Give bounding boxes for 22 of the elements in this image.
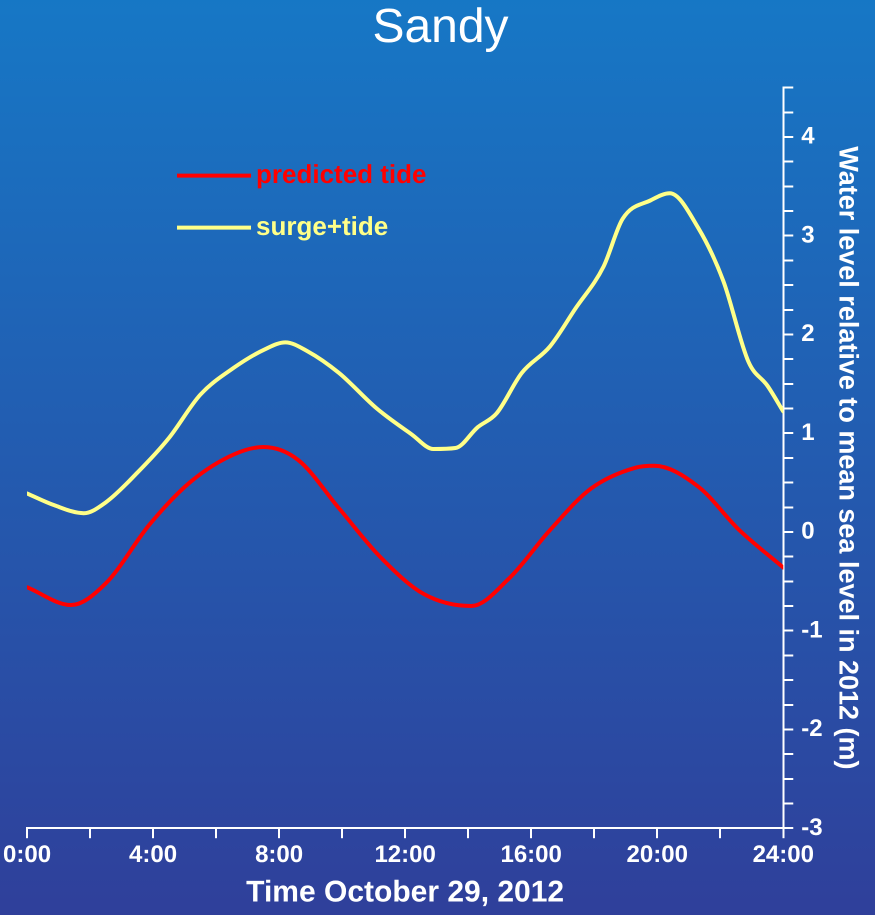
legend-label: predicted tide <box>256 158 426 189</box>
x-tick-label: 16:00 <box>500 841 562 868</box>
y-tick-label: -1 <box>801 616 823 644</box>
y-tick-label: 4 <box>801 122 816 150</box>
x-tick-label: 20:00 <box>626 841 688 868</box>
line-series <box>27 445 784 608</box>
y-axis-title: Water level relative to mean sea level in 2012 (m) <box>833 146 864 770</box>
y-tick-label: 3 <box>801 221 815 248</box>
y-tick-label: -2 <box>801 715 823 742</box>
y-tick-label: 2 <box>801 320 815 348</box>
y-tick-label: 0 <box>801 518 815 545</box>
x-tick-label: 0:00 <box>2 841 52 868</box>
x-tick-label: 12:00 <box>374 841 436 868</box>
line-series <box>27 191 784 516</box>
x-axis-title: Time October 29, 2012 <box>246 875 564 908</box>
legend-label: surge+tide <box>256 210 388 241</box>
y-tick-label: -3 <box>801 814 823 841</box>
x-tick-label: 8:00 <box>255 841 304 868</box>
x-tick-label: 4:00 <box>129 841 178 868</box>
y-tick-label: 1 <box>801 418 815 446</box>
chart-title: Sandy <box>372 0 509 54</box>
x-tick-label: 24:00 <box>752 841 814 868</box>
